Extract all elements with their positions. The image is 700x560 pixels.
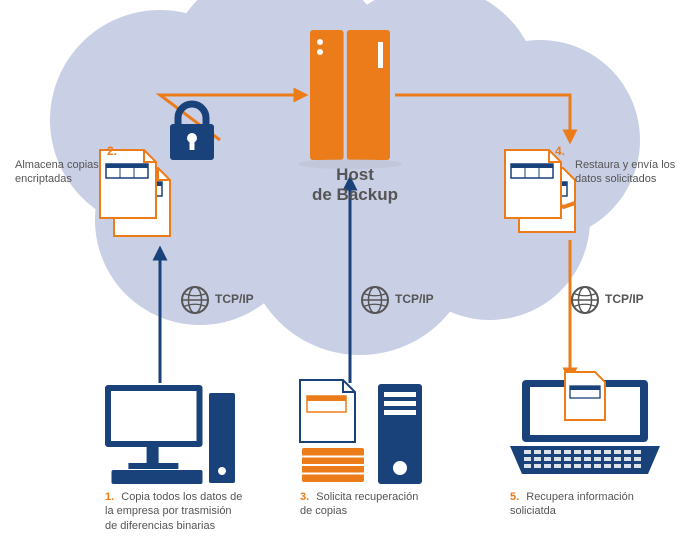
host-title: Hostde Backup <box>310 165 400 205</box>
step-number: 2. <box>107 144 117 158</box>
laptop-icon <box>510 372 660 474</box>
step-number: 3. <box>300 491 309 503</box>
step-text: Almacena copiasencriptadas <box>15 159 99 185</box>
desktop-pc-icon <box>105 385 235 484</box>
step-label-s2: Almacena copiasencriptadas <box>15 158 99 187</box>
protocol-label: TCP/IP <box>395 292 434 306</box>
request-server-icon <box>300 380 422 484</box>
globe-icon <box>572 287 598 313</box>
step-number: 5. <box>510 491 519 503</box>
step-text: Restaura y envía losdatos solicitados <box>575 159 675 185</box>
step-text: Solicita recuperaciónde copias <box>300 491 418 517</box>
protocol-label: TCP/IP <box>215 292 254 306</box>
step-number: 4. <box>555 144 565 158</box>
step-label-s4: Restaura y envía losdatos solicitados <box>575 158 675 187</box>
backup-server-icon <box>298 30 402 169</box>
step-label-s1: 1. Copia todos los datos dela empresa po… <box>105 490 242 533</box>
protocol-label: TCP/IP <box>605 292 644 306</box>
step-text: Copia todos los datos dela empresa por t… <box>105 491 242 532</box>
step-number: 1. <box>105 491 114 503</box>
step-label-s5: 5. Recupera informaciónsoliciatda <box>510 490 634 519</box>
step-label-s3: 3. Solicita recuperaciónde copias <box>300 490 418 519</box>
step-text: Recupera informaciónsoliciatda <box>510 491 634 517</box>
